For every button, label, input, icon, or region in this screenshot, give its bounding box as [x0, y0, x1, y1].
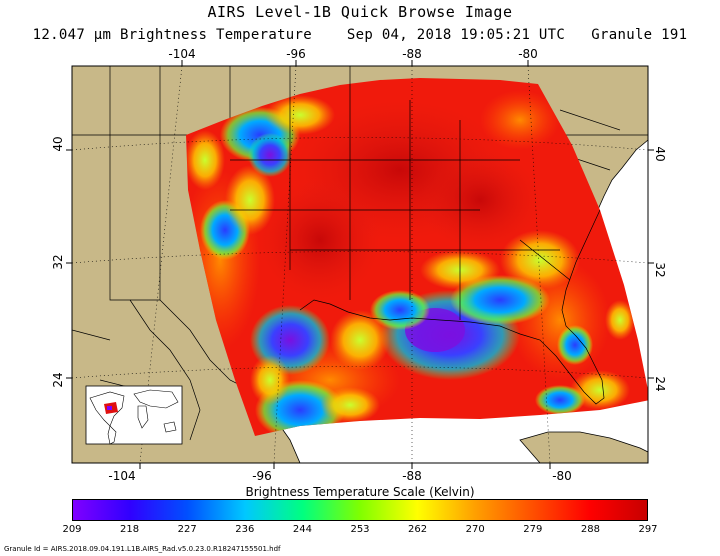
inset-world-map	[85, 385, 183, 445]
left-lat-label: 32	[51, 254, 65, 269]
image-subtitle: 12.047 µm Brightness Temperature Sep 04,…	[32, 27, 688, 43]
image-title: AIRS Level-1B Quick Browse Image	[207, 3, 513, 21]
colorbar-tick-label: 236	[235, 524, 255, 535]
bottom-lon-label: -88	[402, 469, 422, 483]
bottom-lon-label: -80	[552, 469, 572, 483]
top-lon-label: -96	[286, 47, 306, 61]
right-lat-label: 32	[653, 262, 667, 277]
colorbar-tick-label: 297	[638, 524, 658, 535]
colorbar-tick-label: 227	[177, 524, 197, 535]
right-lat-label: 24	[653, 376, 667, 391]
colorbar-tick-label: 279	[523, 524, 543, 535]
colorbar-tick-label: 262	[408, 524, 428, 535]
colorbar	[72, 499, 648, 521]
top-lon-label: -80	[518, 47, 538, 61]
left-lat-label: 40	[51, 136, 65, 151]
top-lon-label: -104	[168, 47, 195, 61]
map-frame	[71, 65, 649, 464]
colorbar-title: Brightness Temperature Scale (Kelvin)	[245, 485, 475, 499]
land-cuba	[519, 431, 648, 463]
right-lat-label: 40	[653, 146, 667, 161]
top-lon-label: -88	[402, 47, 422, 61]
colorbar-tick-label: 218	[120, 524, 140, 535]
map-area	[72, 66, 648, 463]
colorbar-tick-label: 244	[292, 524, 312, 535]
colorbar-tick-label: 209	[62, 524, 82, 535]
bottom-lon-label: -96	[252, 469, 272, 483]
colorbar-tick-label: 288	[580, 524, 600, 535]
brightness-swath	[186, 78, 648, 436]
colorbar-tick-label: 253	[350, 524, 370, 535]
axis-ticks	[66, 60, 654, 469]
bottom-lon-label: -104	[108, 469, 135, 483]
left-lat-label: 24	[51, 372, 65, 387]
colorbar-tick-label: 270	[465, 524, 485, 535]
granule-id: Granule Id = AIRS.2018.09.04.191.L1B.AIR…	[4, 545, 281, 553]
overlay-lines	[230, 78, 605, 405]
